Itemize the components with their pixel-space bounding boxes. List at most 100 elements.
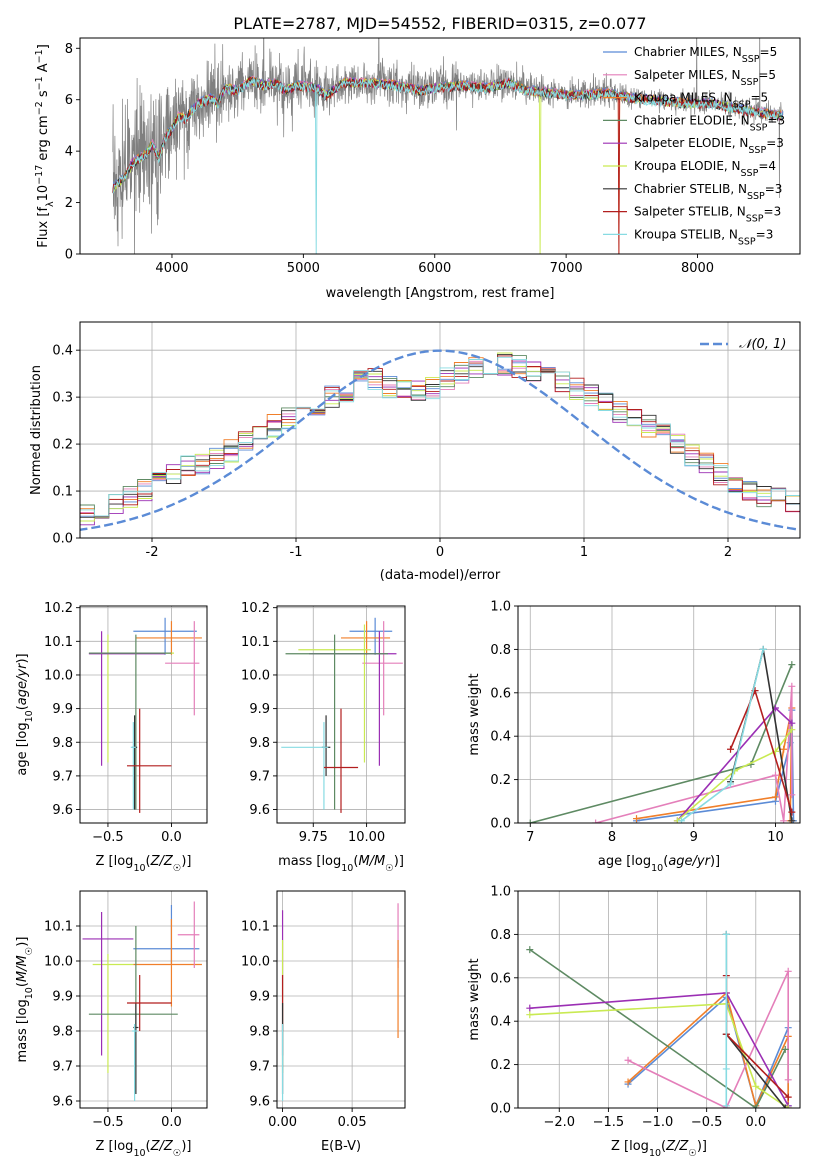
y-tick-label: 9.9	[249, 702, 270, 717]
axes-frame	[517, 890, 801, 1109]
label-part: SSP	[748, 145, 766, 156]
x-tick-label: 9	[690, 830, 698, 845]
residual-histogram-step	[80, 360, 800, 530]
plot-area	[281, 617, 403, 813]
axes-frame	[79, 890, 208, 1109]
label-part: 10	[133, 863, 145, 874]
weight-point-marker	[788, 682, 796, 690]
label-part: (	[15, 982, 30, 987]
x-tick-label: -2	[146, 545, 159, 560]
y-tick-label: 0.0	[52, 532, 73, 547]
label-part: SSP	[747, 190, 765, 201]
figure-title: PLATE=2787, MJD=54552, FIBERID=0315, z=0…	[233, 14, 646, 33]
y-tick-label: 9.7	[52, 769, 73, 784]
label-part: =3	[767, 113, 785, 127]
y-tick-label: 0.6	[490, 971, 511, 986]
weight-point-marker	[759, 645, 767, 653]
weight-point-marker	[727, 780, 735, 788]
y-tick-label: 10.1	[44, 635, 73, 650]
mass-vs-ebv-panel: 0.00 0.05 9.6 9.7 9.8 9.9 10.0 10.1 E(B-V)	[241, 890, 406, 1154]
age-vs-mass-panel: 9.75 10.00 9.6 9.7 9.8 9.9 10.0 10.1 10.2 mass [l…	[241, 601, 406, 874]
y-tick-label: 0.6	[490, 686, 511, 701]
y-axis-label: age [log10(age/yr)]	[15, 653, 35, 775]
y-axis-label: Flux [fλ10−17 erg cm−2 s−1 A−1]	[34, 44, 56, 248]
weight-point-marker	[722, 1102, 730, 1108]
weight-point-marker	[781, 1045, 789, 1053]
legend: 𝒩(0, 1)	[700, 337, 786, 352]
plot-area	[281, 903, 399, 1101]
label-part: )]	[181, 854, 191, 869]
y-tick-label: 2	[65, 196, 73, 211]
label-part: )]	[181, 1139, 191, 1154]
weight-series-line	[676, 729, 793, 822]
y-tick-label: 0.3	[52, 391, 73, 406]
label-part: =5	[750, 91, 768, 105]
y-tick-label: 9.9	[52, 702, 73, 717]
weight-point-marker	[722, 930, 730, 938]
axes-frame	[276, 890, 406, 1109]
label-part: 10	[341, 863, 353, 874]
residual-histogram-step	[80, 357, 800, 519]
label-part: age/yr	[15, 662, 30, 705]
weight-series-line	[627, 970, 789, 1108]
label-part: Z [log	[96, 854, 134, 869]
y-axis-label: mass weight	[467, 673, 482, 755]
x-tick-label: 1	[580, 545, 588, 560]
residual-histogram-step	[80, 355, 800, 525]
residual-histogram-step	[80, 353, 800, 518]
plot-area	[526, 930, 792, 1108]
label-part: )]	[697, 1139, 707, 1154]
plot-area	[526, 645, 797, 823]
y-tick-label: 10.1	[44, 920, 73, 935]
label-part: SSP	[741, 76, 759, 87]
weight-series-line	[729, 649, 793, 821]
y-tick-label: 9.6	[52, 803, 73, 818]
weight-point-marker	[727, 745, 735, 753]
label-part: 10	[24, 987, 35, 999]
y-tick-label: 9.9	[249, 990, 270, 1005]
x-tick-label: 7	[526, 830, 534, 845]
weight-point-marker	[526, 819, 534, 823]
y-tick-label: 1.0	[490, 600, 511, 615]
x-tick-label: 7000	[550, 261, 583, 276]
label-part: )]	[15, 937, 30, 947]
y-tick-label: 0.2	[490, 773, 511, 788]
x-tick-label: 0	[436, 545, 444, 560]
x-tick-label: 0.05	[338, 1115, 367, 1130]
label-part: )]	[710, 854, 720, 869]
weight-point-marker	[784, 1076, 792, 1084]
y-tick-label: 10.0	[241, 955, 270, 970]
legend-label: Kroupa MILES, NSSP=5	[634, 91, 768, 111]
label-part: mass [log	[15, 999, 30, 1062]
weight-point-marker	[771, 793, 779, 801]
y-tick-label: 0.0	[490, 817, 511, 832]
label-part: )]	[15, 653, 30, 663]
y-tick-label: 0.8	[490, 643, 511, 658]
legend-label: Chabrier STELIB, NSSP=3	[634, 182, 782, 202]
label-part: age/yr	[668, 854, 711, 869]
label-part: s	[36, 90, 51, 101]
y-axis-label: mass [log10(M/M☉)]	[15, 937, 35, 1063]
label-part: (	[353, 854, 358, 869]
x-tick-label: 4000	[155, 261, 188, 276]
label-part: Flux [f	[36, 207, 51, 248]
label-part: 10	[24, 710, 35, 722]
spectrum-panel: 4000 5000 6000 7000 8000 0 2 4 6 8 wavelength [Ang…	[34, 37, 801, 301]
label-part: ☉	[385, 863, 394, 874]
label-part: Z/Z	[665, 1139, 689, 1154]
x-axis-label: age [log10(age/yr)]	[598, 854, 720, 874]
x-tick-label: 9.75	[299, 830, 328, 845]
y-tick-label: 9.9	[52, 990, 73, 1005]
label-part: =5	[758, 68, 776, 82]
y-tick-label: 4	[65, 145, 73, 160]
y-tick-label: 0.0	[490, 1102, 511, 1117]
y-tick-label: 0.4	[490, 1015, 511, 1030]
y-tick-label: 0.2	[490, 1058, 511, 1073]
y-tick-label: 9.7	[249, 1060, 270, 1075]
legend-label: Salpeter MILES, NSSP=5	[634, 68, 776, 88]
weight-point-marker	[677, 817, 685, 823]
residual-histogram-step	[80, 355, 800, 523]
y-tick-label: 10.1	[241, 920, 270, 935]
